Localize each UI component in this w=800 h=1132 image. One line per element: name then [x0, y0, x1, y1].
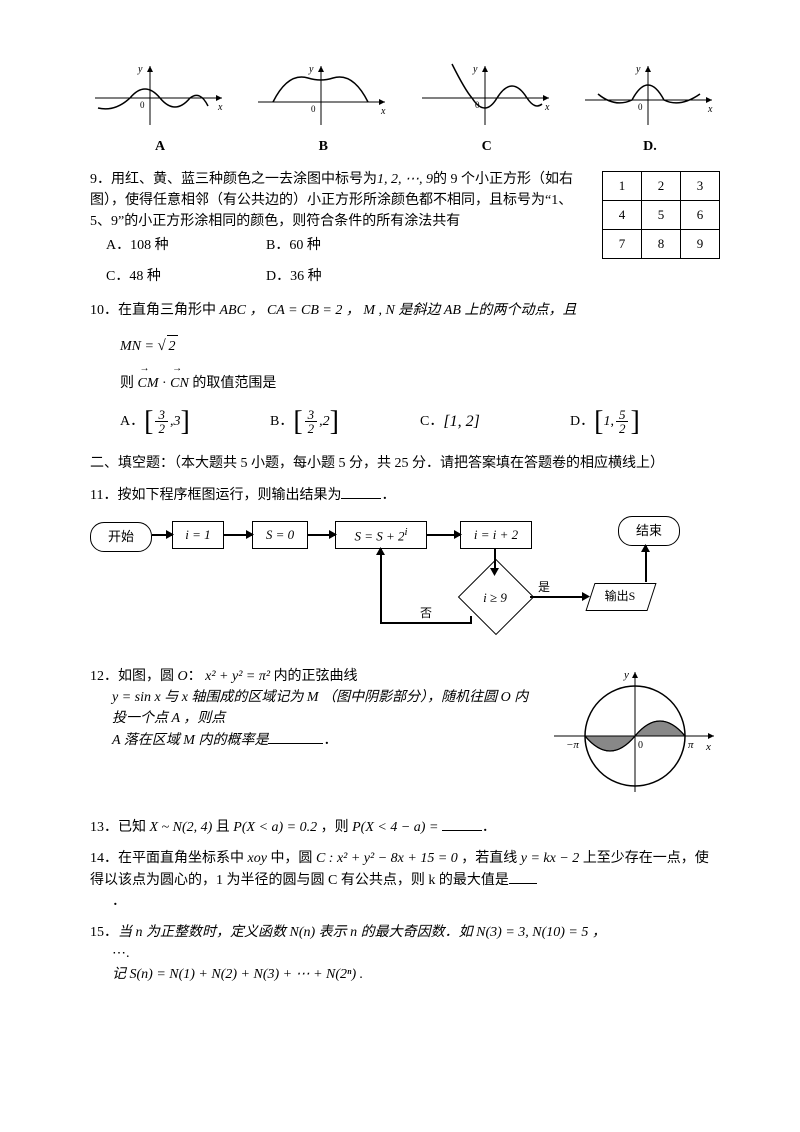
letter-c: C — [417, 136, 557, 157]
q10-num: 10． — [90, 303, 118, 318]
flowchart: 开始 i = 1 S = 0 S = S + 2i i = i + 2 结束 i… — [90, 516, 720, 646]
q15-num: 15． — [90, 925, 118, 940]
graph-d: x y 0 — [580, 60, 720, 130]
graph-b: x y 0 — [253, 60, 393, 130]
flow-i1: i = 1 — [172, 521, 224, 549]
q10-opt-b: B．[32, 2] — [270, 408, 420, 435]
q10-opt-d: D．[1, 52] — [570, 408, 720, 435]
graphs-row: x y 0 x y 0 x y 0 x y 0 — [90, 60, 720, 130]
q13-blank — [442, 816, 482, 831]
letter-d: D. — [580, 136, 720, 157]
svg-text:π: π — [688, 739, 694, 751]
graph-a: x y 0 — [90, 60, 230, 130]
letter-b: B — [253, 136, 393, 157]
flow-output: 输出S — [590, 583, 650, 609]
flow-end: 结束 — [618, 516, 680, 546]
q9-grid: 123 456 789 — [602, 171, 720, 259]
q9-num: 9． — [90, 172, 111, 187]
svg-text:y: y — [308, 64, 314, 75]
svg-text:x: x — [705, 741, 711, 753]
question-11: 11．按如下程序框图运行，则输出结果为． — [90, 484, 720, 506]
svg-text:x: x — [544, 102, 550, 113]
svg-text:0: 0 — [140, 100, 145, 110]
question-10: 10．在直角三角形中 ABC ， CA = CB = 2 ， M , N 是斜边… — [90, 300, 720, 435]
svg-text:0: 0 — [311, 104, 316, 114]
vector-cn: CN — [170, 371, 189, 394]
q14-blank — [509, 869, 537, 884]
q12-figure: −π π x y 0 — [550, 666, 720, 796]
flow-update-s: S = S + 2i — [335, 521, 427, 549]
q12-blank — [268, 729, 323, 744]
q11-num: 11． — [90, 488, 117, 503]
question-13: 13．已知 X ~ N(2, 4) 且 P(X < a) = 0.2 ，则 P(… — [90, 816, 720, 838]
q14-num: 14． — [90, 851, 118, 866]
question-15: 15．当 n 为正整数时，定义函数 N(n) 表示 n 的最大奇因数．如 N(3… — [90, 922, 720, 985]
q11-blank — [341, 484, 381, 499]
q9-opt-c: C．48 种 — [106, 266, 266, 287]
q9-opt-d: D．36 种 — [266, 266, 426, 287]
q9-opt-a: A．108 种 — [106, 235, 266, 256]
q10-opt-c: C．[1, 2] — [420, 408, 570, 435]
svg-text:y: y — [472, 64, 478, 75]
question-14: 14．在平面直角坐标系中 xoy 中，圆 C : x² + y² − 8x + … — [90, 848, 720, 912]
section-2-title: 二、填空题：（本大题共 5 小题，每小题 5 分，共 25 分．请把答案填在答题… — [90, 453, 720, 474]
svg-text:0: 0 — [638, 740, 643, 751]
svg-text:y: y — [623, 669, 629, 681]
q12-num: 12． — [90, 669, 118, 684]
svg-text:0: 0 — [638, 102, 643, 112]
vector-cm: CM — [138, 371, 159, 394]
graph-c: x y 0 — [417, 60, 557, 130]
q9-opt-b: B．60 种 — [266, 235, 426, 256]
flow-s0: S = 0 — [252, 521, 308, 549]
svg-text:−π: −π — [566, 739, 579, 751]
svg-text:x: x — [707, 104, 713, 115]
question-12: 12．如图，圆 O： x² + y² = π² 内的正弦曲线 y = sin x… — [90, 666, 720, 796]
q13-num: 13． — [90, 820, 118, 835]
svg-text:x: x — [380, 106, 386, 117]
graph-letters: A B C D. — [90, 136, 720, 157]
question-9: 9．用红、黄、蓝三种颜色之一去涂图中标号为1, 2, ⋯, 9的 9 个小正方形… — [90, 169, 720, 290]
svg-text:y: y — [137, 64, 143, 75]
svg-text:x: x — [217, 102, 223, 113]
q10-opt-a: A．[32, 3] — [120, 408, 270, 435]
svg-text:y: y — [635, 64, 641, 75]
flow-start: 开始 — [90, 522, 152, 552]
flow-update-i: i = i + 2 — [460, 521, 532, 549]
flow-cond: i ≥ 9 — [460, 576, 530, 616]
letter-a: A — [90, 136, 230, 157]
